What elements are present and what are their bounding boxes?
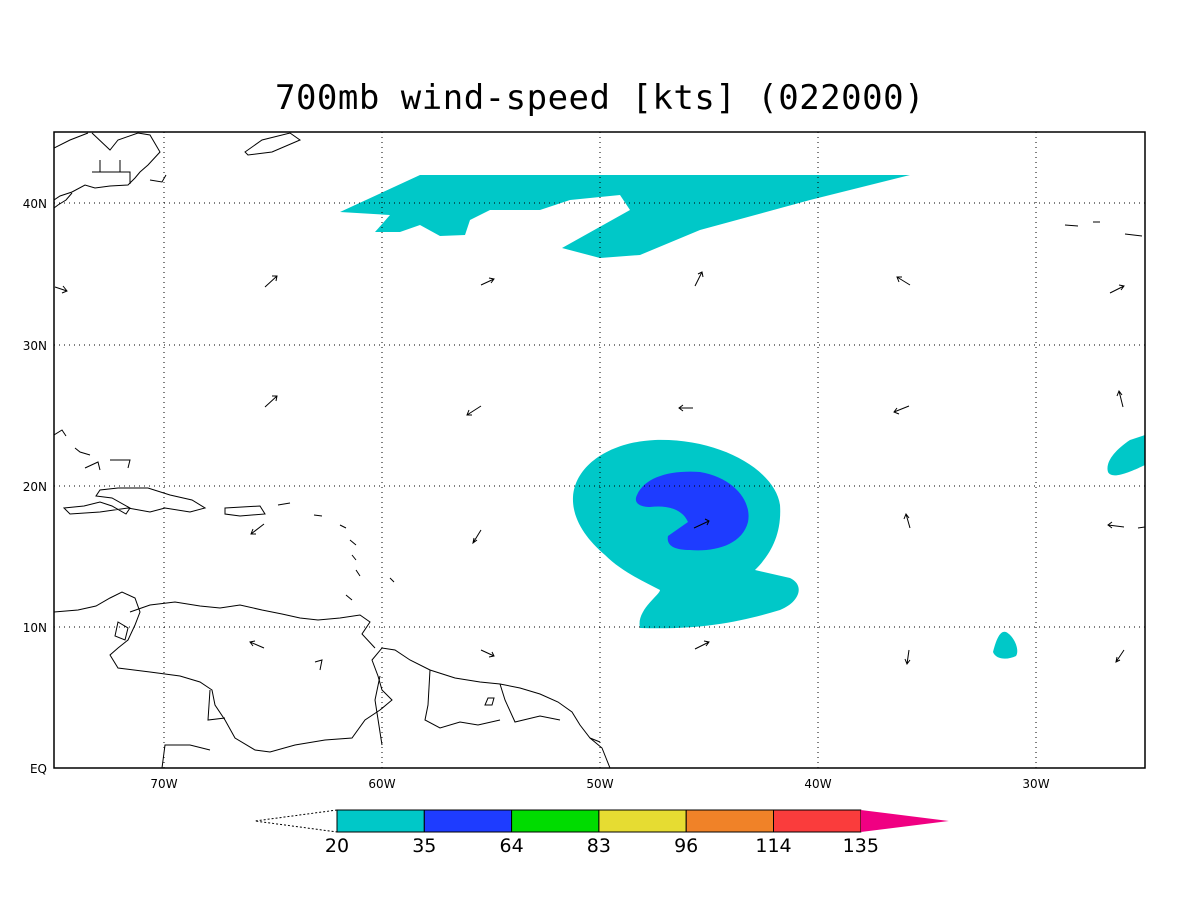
colorbar-segment [336, 809, 425, 833]
colorbar-label: 114 [755, 835, 791, 857]
colorbar-label: 35 [412, 835, 436, 857]
lon-tick-labels: 70W 60W 50W 40W 30W [150, 777, 1049, 791]
colorbar-label: 83 [587, 835, 611, 857]
coastlines [54, 132, 1143, 768]
wind-vectors [54, 271, 1145, 666]
colorbar-label: 64 [500, 835, 524, 857]
colorbar: 20 35 64 83 96 114 135 [254, 809, 949, 857]
lon-label: 30W [1022, 777, 1049, 791]
colorbar-segment [598, 809, 687, 833]
colorbar-segment [773, 809, 862, 833]
lon-label: 40W [804, 777, 831, 791]
colorbar-label: 96 [674, 835, 698, 857]
colorbar-high-triangle [860, 810, 949, 832]
lon-label: 60W [368, 777, 395, 791]
lat-tick-labels: 40N 30N 20N 10N EQ [23, 197, 47, 776]
cyclone-core-35kt [635, 471, 749, 551]
northern-jet-20kt [340, 175, 910, 258]
east-edge-20kt [1107, 435, 1145, 476]
small-patch-20kt [993, 631, 1018, 659]
colorbar-low-triangle [254, 809, 338, 833]
colorbar-label: 135 [843, 835, 879, 857]
lat-label: 10N [23, 621, 47, 635]
grid-lines [54, 132, 1145, 768]
colorbar-segment [423, 809, 513, 833]
lat-label: 30N [23, 339, 47, 353]
colorbar-segment [685, 809, 775, 833]
lat-label: 20N [23, 480, 47, 494]
colorbar-segment [511, 809, 600, 833]
plot-frame [53, 131, 1146, 769]
lat-label: 40N [23, 197, 47, 211]
colorbar-label: 20 [325, 835, 349, 857]
lat-label: EQ [30, 762, 47, 776]
lon-label: 70W [150, 777, 177, 791]
lon-label: 50W [586, 777, 613, 791]
map-title: 700mb wind-speed [kts] (022000) [274, 78, 926, 118]
